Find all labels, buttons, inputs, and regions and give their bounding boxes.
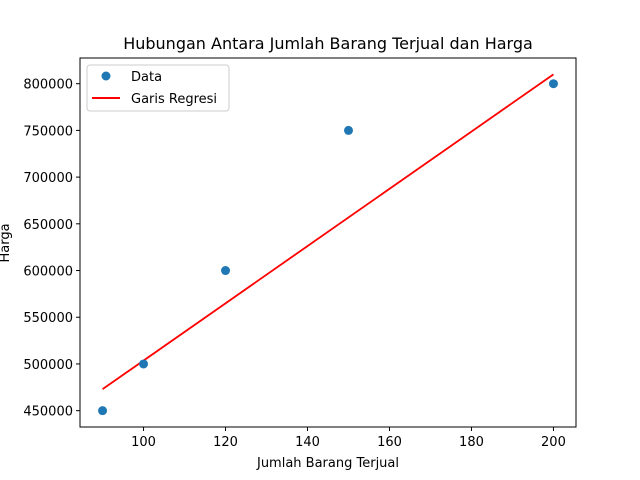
y-tick-label: 650000 — [23, 218, 73, 233]
x-axis-label: Jumlah Barang Terjual — [256, 456, 399, 471]
data-point — [343, 125, 353, 135]
y-tick-label: 550000 — [23, 311, 73, 326]
x-tick-label: 140 — [295, 435, 320, 450]
data-point — [98, 406, 108, 416]
legend-data-label: Data — [131, 70, 162, 85]
x-axis-ticks: 100 120 140 160 180 200 — [131, 427, 566, 450]
regression-line — [102, 73, 554, 390]
y-tick-label: 500000 — [23, 358, 73, 373]
y-tick-label: 750000 — [23, 124, 73, 139]
y-tick-label: 450000 — [23, 405, 73, 420]
y-tick-label: 600000 — [23, 265, 73, 280]
plot-area — [79, 57, 577, 428]
x-tick-label: 120 — [213, 435, 238, 450]
y-tick-label: 700000 — [23, 171, 73, 186]
data-point — [221, 266, 231, 276]
regression-layer — [102, 73, 554, 390]
legend-data-marker — [101, 71, 111, 81]
x-tick-label: 200 — [541, 435, 566, 450]
x-tick-label: 100 — [131, 435, 156, 450]
plot-frame — [79, 57, 577, 428]
y-tick-label: 800000 — [23, 78, 73, 93]
chart-title: Hubungan Antara Jumlah Barang Terjual da… — [123, 34, 533, 53]
points-layer — [98, 79, 558, 416]
y-axis-label: Harga — [0, 223, 13, 262]
x-tick-label: 160 — [377, 435, 402, 450]
data-point — [139, 359, 149, 369]
x-tick-label: 180 — [459, 435, 484, 450]
legend-regression-label: Garis Regresi — [131, 92, 217, 107]
legend: Data Garis Regresi — [86, 64, 230, 112]
data-point — [548, 79, 558, 89]
legend-box — [86, 64, 230, 112]
y-axis-ticks: 450000 500000 550000 600000 650000 700000 7500… — [23, 78, 80, 420]
